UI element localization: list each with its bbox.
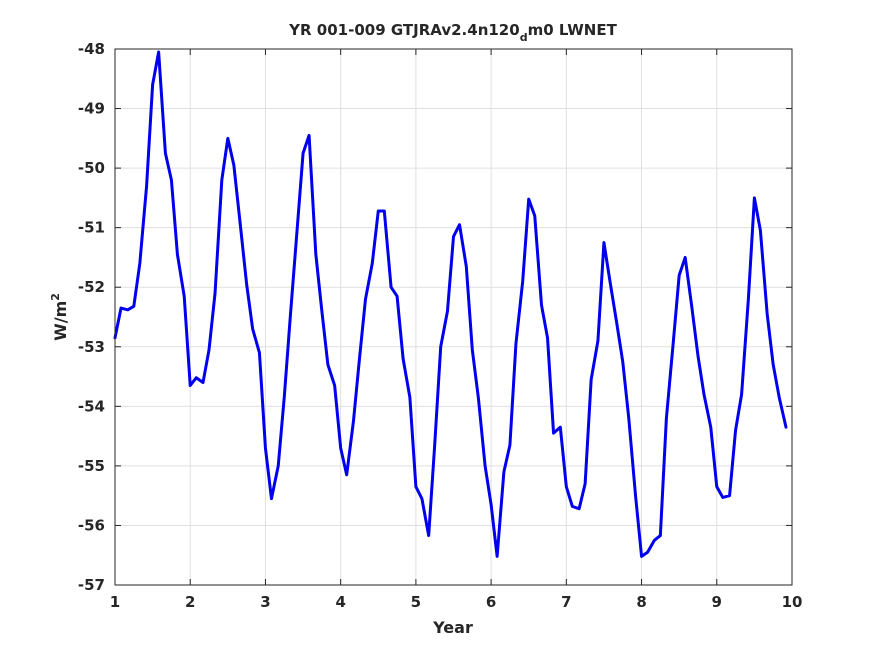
tick-labels: 1 2 3 4 5 6 7 8 9 10 -48 -49 -50 -51 -52 -53 -54 -55 -56 -5… bbox=[78, 40, 803, 611]
y-axis-label-sup: 2 bbox=[49, 293, 62, 301]
y-tick-label: -52 bbox=[78, 278, 105, 296]
grid-lines bbox=[114, 48, 793, 586]
axis-ticks bbox=[114, 48, 793, 586]
chart-title-suffix: m0 LWNET bbox=[528, 21, 618, 39]
x-tick-label: 1 bbox=[110, 593, 120, 611]
x-tick-label: 8 bbox=[636, 593, 646, 611]
y-tick-label: -51 bbox=[78, 219, 105, 237]
chart-title-prefix: YR 001-009 GTJRAv2.4n120 bbox=[288, 21, 520, 39]
x-tick-label: 3 bbox=[260, 593, 270, 611]
y-axis-label-base: W/m bbox=[51, 301, 70, 341]
y-axis-label: W/m2 bbox=[49, 293, 70, 341]
x-tick-label: 10 bbox=[782, 593, 803, 611]
y-tick-label: -57 bbox=[78, 576, 105, 594]
y-tick-label: -55 bbox=[78, 457, 105, 475]
chart-title: YR 001-009 GTJRAv2.4n120dm0 LWNET bbox=[288, 21, 617, 44]
plot-area-border bbox=[114, 48, 793, 586]
x-tick-label: 9 bbox=[712, 593, 722, 611]
x-tick-label: 2 bbox=[185, 593, 195, 611]
y-tick-label: -49 bbox=[78, 100, 105, 118]
x-tick-label: 6 bbox=[486, 593, 496, 611]
y-tick-label: -48 bbox=[78, 40, 105, 58]
x-tick-label: 4 bbox=[335, 593, 345, 611]
x-tick-label: 7 bbox=[561, 593, 571, 611]
series-layer bbox=[113, 50, 788, 558]
chart-title-subscript: d bbox=[520, 31, 528, 44]
y-tick-label: -54 bbox=[78, 397, 105, 415]
series-line-0 bbox=[113, 50, 788, 558]
y-tick-label: -53 bbox=[78, 338, 105, 356]
y-tick-label: -56 bbox=[78, 516, 105, 534]
x-axis-label: Year bbox=[432, 618, 473, 637]
x-tick-label: 5 bbox=[411, 593, 421, 611]
y-tick-label: -50 bbox=[78, 159, 105, 177]
